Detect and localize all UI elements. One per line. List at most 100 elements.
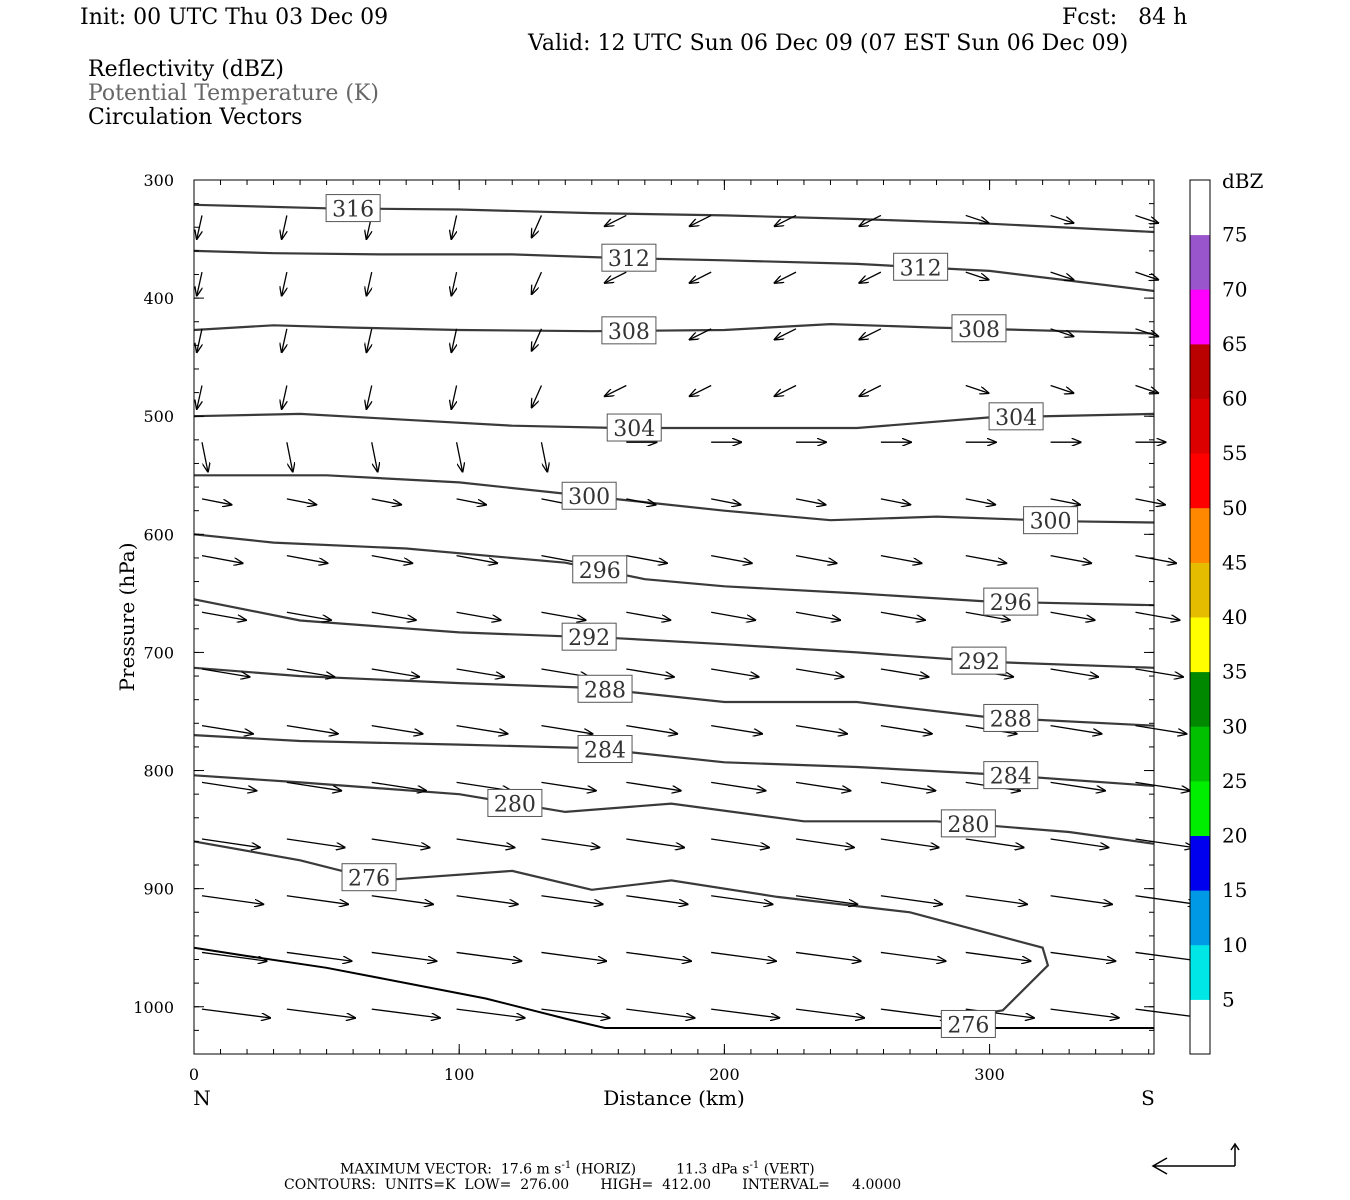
field-circulation-vectors: Circulation Vectors [88, 105, 303, 130]
circulation-vector [626, 1008, 694, 1018]
circulation-vector [965, 384, 989, 394]
x-tick-label: 200 [709, 1065, 740, 1084]
circulation-vector [626, 951, 691, 961]
contour-label-box-280 [487, 788, 543, 817]
circulation-vector [1135, 951, 1200, 961]
colorbar-level-label: 30 [1222, 714, 1247, 738]
contour-label-box-296 [983, 587, 1039, 616]
circulation-vector [775, 271, 797, 283]
colorbar-swatch [1190, 617, 1210, 673]
circulation-vector [282, 385, 287, 409]
horiz-suffix: (HORIZ) [575, 1161, 637, 1178]
circulation-vector [451, 215, 456, 238]
circulation-vector [795, 498, 825, 505]
circulation-vector [965, 214, 989, 223]
circulation-vector [605, 214, 627, 226]
circulation-vector [626, 781, 680, 790]
contour-label-box-292 [561, 622, 617, 651]
contour-label-300: 300 [568, 485, 610, 510]
circulation-vector [540, 442, 547, 471]
circulation-vector [711, 611, 755, 620]
circulation-vector [1135, 611, 1179, 620]
circulation-vector [201, 838, 260, 847]
contour-label-316: 316 [332, 198, 374, 223]
circulation-vector [371, 611, 416, 620]
y-tick-label: 300 [143, 171, 174, 190]
circulation-vector [286, 838, 345, 847]
circulation-vector [532, 271, 543, 294]
contour-label-312: 312 [608, 247, 650, 272]
contour-label-312: 312 [900, 256, 942, 281]
circulation-vector [197, 271, 202, 295]
circulation-vector [455, 442, 463, 471]
circulation-vector [880, 1008, 949, 1018]
colorbar-swatch [1190, 835, 1210, 891]
contour-label-280: 280 [494, 792, 536, 817]
forecast-hour: Fcst: 84 h [1062, 5, 1188, 30]
circulation-vector [201, 611, 246, 620]
plot-frame [193, 179, 1155, 1055]
contour-label-276: 276 [348, 867, 390, 892]
circulation-vector [201, 442, 208, 471]
circulation-vector [880, 838, 939, 847]
circulation-vector [711, 781, 765, 790]
circulation-vector [201, 498, 231, 505]
circulation-vector [286, 725, 338, 734]
contour-label-box-316 [325, 194, 381, 223]
circulation-vector [859, 328, 882, 340]
circulation-vector [532, 215, 543, 237]
field-potential-temperature: Potential Temperature (K) [88, 81, 379, 106]
circulation-vector [880, 781, 935, 790]
circulation-vector [1050, 781, 1105, 790]
circulation-vector [1050, 498, 1080, 505]
circulation-vector [795, 554, 837, 564]
circulation-vector [456, 498, 486, 505]
circulation-vector [201, 725, 253, 734]
contour-label-box-292 [951, 646, 1007, 675]
circulation-vector [690, 328, 712, 340]
circulation-vector [456, 1008, 525, 1018]
theta-contour-308 [193, 322, 1155, 335]
colorbar-level-label: 15 [1222, 878, 1247, 902]
colorbar-swatch [1190, 507, 1210, 563]
circulation-vector [371, 951, 437, 961]
circulation-vector [711, 951, 776, 961]
contour-label-box-296 [572, 555, 628, 584]
colorbar-swatch [1190, 890, 1210, 946]
circulation-vector [965, 554, 1007, 564]
circulation-vector [880, 498, 910, 505]
circulation-vector [880, 951, 946, 961]
colorbar-level-label: 75 [1222, 223, 1247, 247]
circulation-vector [859, 384, 882, 397]
circulation-vector [795, 725, 847, 734]
circulation-vector [371, 725, 423, 734]
x-tick-label: 100 [444, 1065, 475, 1084]
circulation-vector [880, 554, 922, 564]
circulation-vector [1050, 668, 1098, 677]
circulation-vector [282, 215, 287, 238]
circulation-vector [880, 611, 925, 620]
circulation-vector [286, 442, 293, 471]
colorbar-level-label: 35 [1222, 660, 1247, 684]
colorbar-swatch [1190, 234, 1210, 290]
circulation-vector [286, 781, 341, 790]
circulation-vector [795, 781, 850, 790]
contour-label-308: 308 [958, 318, 1000, 343]
circulation-vector [201, 668, 250, 677]
contour-label-box-284 [983, 761, 1039, 790]
x-axis-label: Distance (km) [603, 1086, 745, 1110]
circulation-vector [1050, 554, 1092, 564]
circulation-vector [795, 895, 857, 905]
circulation-vector [286, 951, 352, 961]
circulation-vector [859, 271, 882, 283]
theta-contour-280 [193, 774, 1155, 845]
contour-label-box-288 [577, 674, 633, 703]
contour-label-304: 304 [613, 417, 655, 442]
circulation-vector [286, 554, 328, 564]
circulation-vector [711, 895, 772, 905]
max-vector-label: MAXIMUM VECTOR: [340, 1161, 492, 1178]
circulation-vector [1050, 895, 1112, 905]
circulation-vector [451, 328, 456, 352]
circulation-vector [541, 951, 606, 961]
